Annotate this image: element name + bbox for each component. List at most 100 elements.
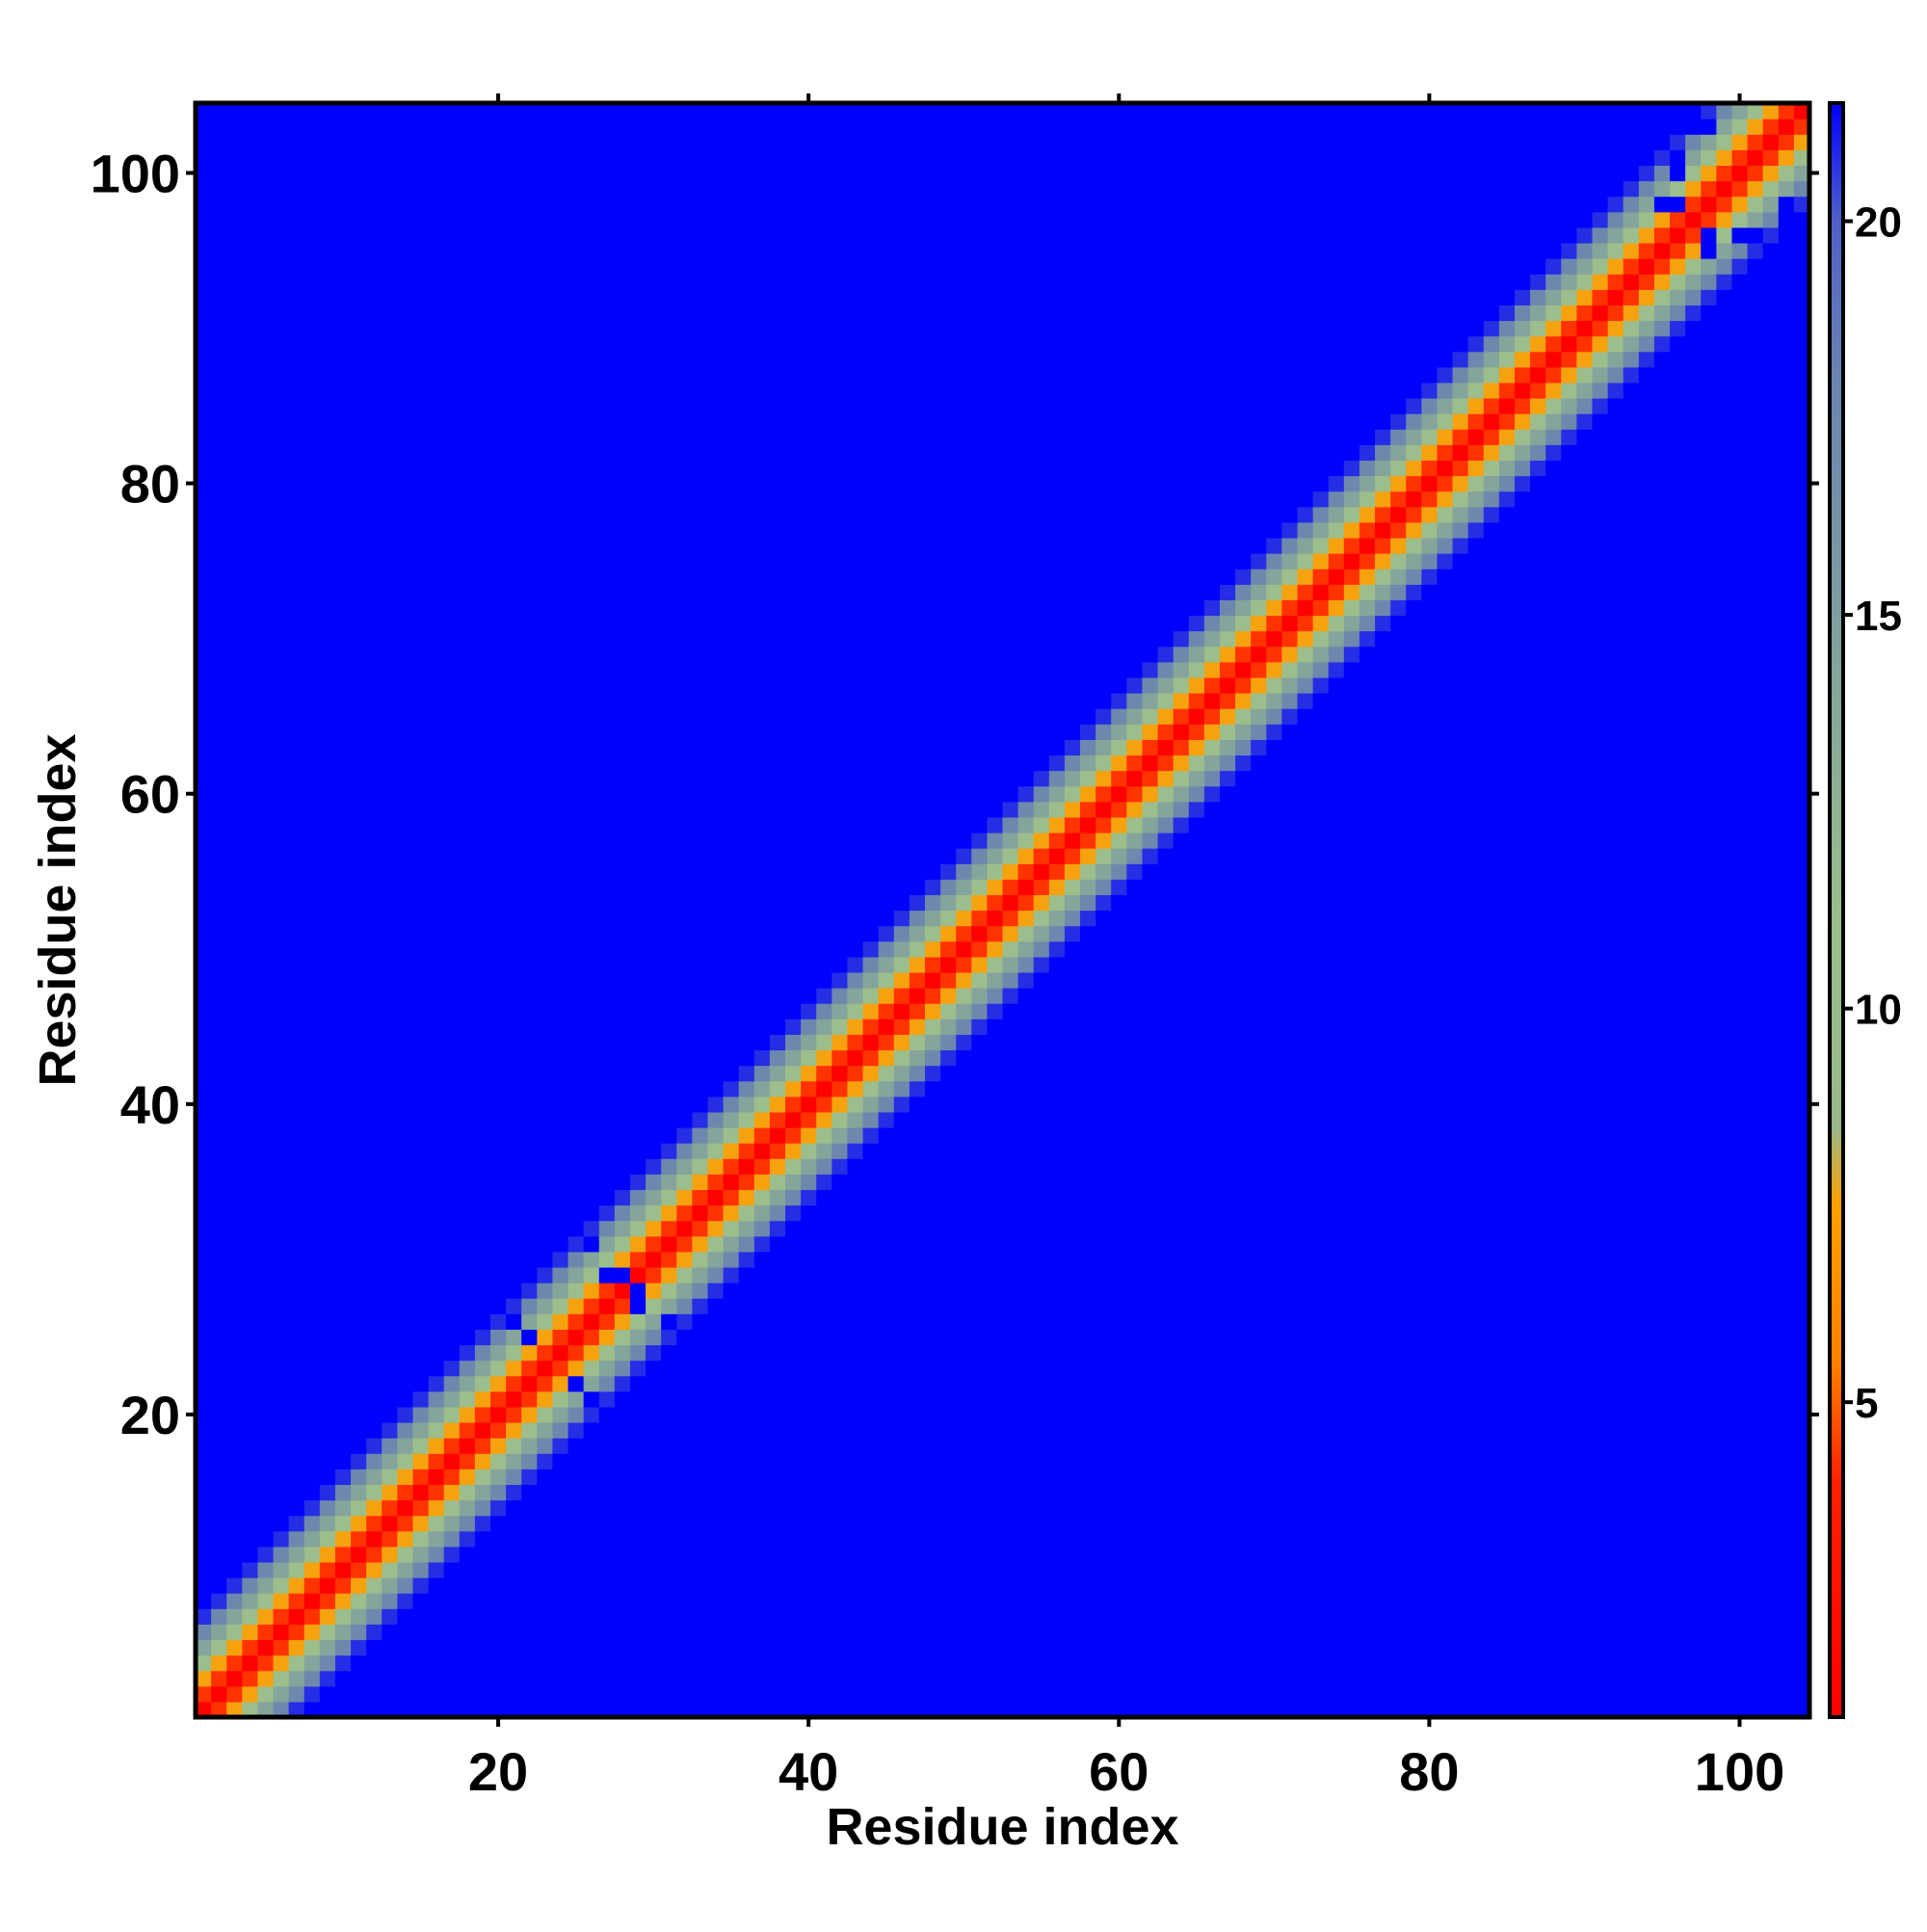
heatmap-cell xyxy=(568,1639,585,1656)
heatmap-cell xyxy=(738,320,755,337)
heatmap-cell xyxy=(351,1251,367,1268)
heatmap-cell xyxy=(816,274,832,290)
heatmap-cell xyxy=(909,134,926,150)
heatmap-cell xyxy=(226,444,243,462)
heatmap-cell xyxy=(366,444,383,462)
heatmap-cell xyxy=(459,754,476,772)
heatmap-cell xyxy=(801,1701,817,1718)
heatmap-cell xyxy=(196,1143,212,1159)
heatmap-cell xyxy=(443,1220,461,1237)
heatmap-cell xyxy=(629,1608,647,1625)
heatmap-cell xyxy=(273,226,290,244)
heatmap-cell xyxy=(196,1313,212,1330)
heatmap-cell xyxy=(614,1499,631,1517)
heatmap-cell xyxy=(273,1577,290,1594)
heatmap-cell xyxy=(366,724,383,740)
heatmap-cell xyxy=(614,1453,631,1469)
heatmap-cell xyxy=(506,1313,522,1330)
heatmap-cell xyxy=(273,724,290,740)
heatmap-cell xyxy=(334,1453,352,1469)
heatmap-cell xyxy=(459,1329,476,1346)
heatmap-cell xyxy=(334,785,352,803)
heatmap-cell xyxy=(785,1639,802,1656)
heatmap-cell xyxy=(723,1654,740,1672)
heatmap-cell xyxy=(242,1266,259,1284)
heatmap-cell xyxy=(506,398,522,414)
heatmap-cell xyxy=(288,1266,305,1284)
heatmap-cell xyxy=(738,1065,755,1082)
heatmap-cell xyxy=(273,1375,290,1392)
heatmap-cell xyxy=(474,1204,491,1222)
heatmap-cell xyxy=(738,956,755,973)
heatmap-cell xyxy=(924,1639,941,1656)
heatmap-cell xyxy=(909,475,926,492)
heatmap-cell xyxy=(862,599,880,617)
heatmap-cell xyxy=(412,693,430,709)
heatmap-cell xyxy=(351,1019,367,1035)
heatmap-cell xyxy=(924,149,941,167)
heatmap-cell xyxy=(537,925,554,942)
heatmap-cell xyxy=(334,646,352,663)
heatmap-cell xyxy=(924,553,941,569)
heatmap-cell xyxy=(196,1639,212,1656)
heatmap-cell xyxy=(196,1126,212,1144)
heatmap-cell xyxy=(459,553,476,569)
heatmap-cell xyxy=(878,569,895,585)
heatmap-cell xyxy=(629,1143,647,1159)
heatmap-cell xyxy=(847,879,864,895)
heatmap-cell xyxy=(211,615,227,632)
heatmap-cell xyxy=(304,429,321,445)
heatmap-cell xyxy=(226,1003,243,1019)
heatmap-cell xyxy=(382,1235,398,1253)
heatmap-cell xyxy=(552,1499,569,1517)
heatmap-cell xyxy=(366,429,383,445)
heatmap-cell xyxy=(397,1003,414,1019)
heatmap-cell xyxy=(676,1266,693,1284)
heatmap-cell xyxy=(351,754,367,772)
heatmap-cell xyxy=(506,910,522,927)
heatmap-cell xyxy=(211,1654,227,1672)
heatmap-cell xyxy=(940,1685,957,1703)
heatmap-cell xyxy=(443,801,461,818)
heatmap-cell xyxy=(676,739,693,756)
heatmap-cell xyxy=(692,770,709,787)
heatmap-cell xyxy=(552,1421,569,1439)
heatmap-cell xyxy=(490,1143,507,1159)
heatmap-cell xyxy=(443,1608,461,1625)
heatmap-cell xyxy=(847,553,864,569)
heatmap-cell xyxy=(785,196,802,213)
heatmap-cell xyxy=(397,226,414,244)
heatmap-cell xyxy=(753,1360,771,1377)
heatmap-cell xyxy=(646,475,662,492)
heatmap-cell xyxy=(893,1670,911,1687)
heatmap-cell xyxy=(397,258,414,275)
heatmap-cell xyxy=(521,1546,538,1563)
heatmap-cell xyxy=(257,289,275,305)
heatmap-cell xyxy=(878,1530,895,1548)
heatmap-cell xyxy=(196,506,212,523)
heatmap-cell xyxy=(568,1375,585,1392)
heatmap-cell xyxy=(351,134,367,150)
heatmap-cell xyxy=(847,242,864,259)
heatmap-cell xyxy=(816,925,832,942)
heatmap-cell xyxy=(334,1639,352,1656)
heatmap-cell xyxy=(878,211,895,228)
heatmap-cell xyxy=(878,1484,895,1501)
heatmap-cell xyxy=(661,1189,677,1206)
heatmap-cell xyxy=(598,630,616,648)
heatmap-cell xyxy=(459,537,476,554)
heatmap-cell xyxy=(723,1639,740,1656)
heatmap-cell xyxy=(552,569,569,585)
heatmap-cell xyxy=(832,1220,849,1237)
heatmap-cell xyxy=(878,863,895,880)
heatmap-cell xyxy=(924,816,941,834)
heatmap-cell xyxy=(614,863,631,880)
heatmap-cell xyxy=(397,925,414,942)
heatmap-cell xyxy=(537,1406,554,1423)
heatmap-cell xyxy=(334,196,352,213)
heatmap-cell xyxy=(521,1469,538,1486)
heatmap-cell xyxy=(629,848,647,864)
heatmap-cell xyxy=(847,832,864,849)
heatmap-cell xyxy=(382,1080,398,1098)
heatmap-cell xyxy=(490,351,507,368)
